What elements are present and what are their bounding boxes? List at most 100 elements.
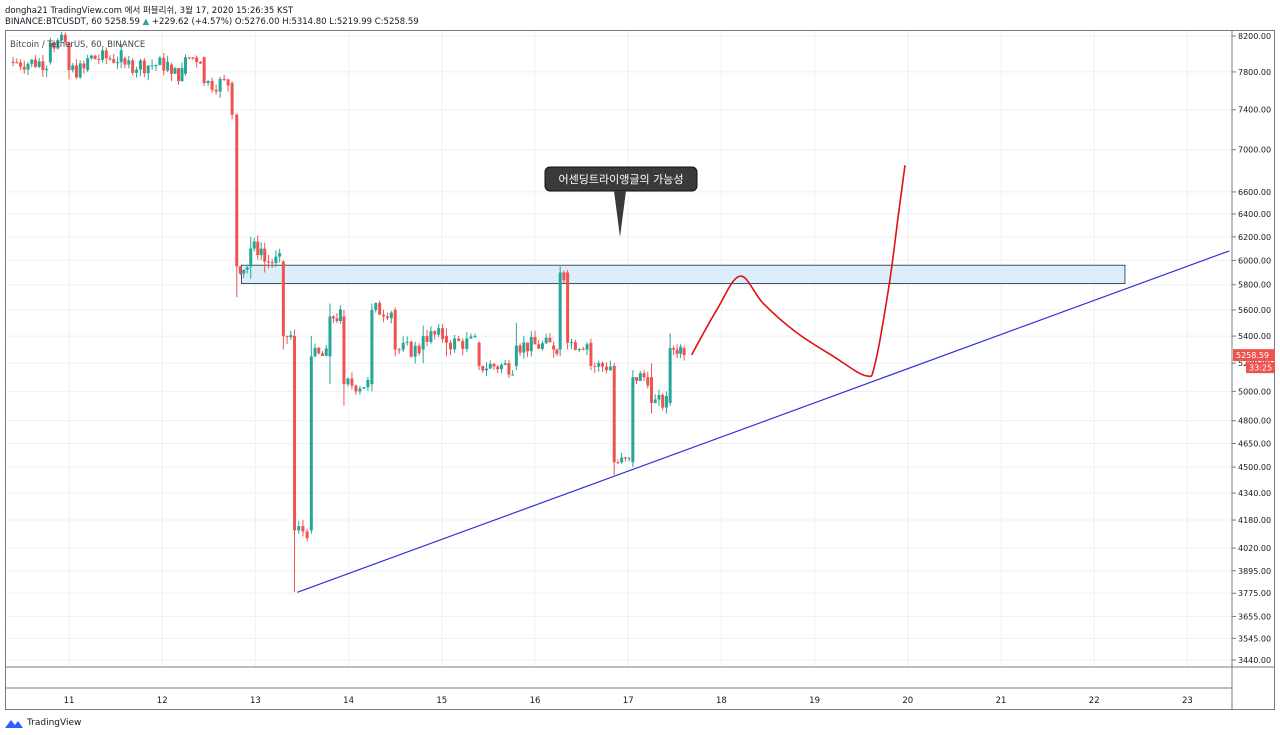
x-tick-label: 22 — [1089, 696, 1100, 706]
candle-body — [389, 312, 393, 319]
candle-body — [682, 348, 686, 356]
candle-body — [256, 241, 260, 256]
candle-body — [317, 347, 321, 354]
candle-body — [433, 331, 437, 335]
x-tick-label: 12 — [157, 696, 168, 706]
candle-body — [170, 64, 174, 74]
candle-body — [210, 80, 214, 90]
candle-body — [518, 345, 522, 353]
y-tick-label: 7800.00 — [1238, 68, 1271, 77]
candle-body — [104, 50, 108, 59]
candle-body — [679, 346, 683, 354]
y-tick-label: 6000.00 — [1238, 256, 1271, 265]
candle-body — [138, 60, 142, 70]
candle-body — [26, 63, 30, 70]
price-chart[interactable]: 어센딩트라이앵글의 가능성 8200.00 7800.00 7400.00 7000.… — [5, 30, 1275, 710]
candle-body — [374, 303, 378, 310]
candle-body — [249, 248, 253, 267]
low-value: L:5219.99 — [329, 17, 373, 27]
candle-body — [437, 328, 441, 335]
candle-body — [281, 261, 285, 337]
candles — [11, 31, 686, 593]
brand-name: TradingView — [27, 718, 82, 728]
candle-body — [293, 336, 297, 531]
open-value: O:5276.00 — [234, 17, 280, 27]
candle-body — [238, 266, 242, 274]
candle-body — [589, 342, 593, 366]
candle-body — [627, 457, 631, 459]
candle-body — [664, 395, 668, 408]
candle-body — [397, 349, 401, 351]
candle-body — [214, 89, 218, 92]
candle-body — [429, 331, 433, 342]
last-price: 5258.59 — [104, 17, 140, 27]
candle-body — [37, 61, 41, 67]
candle-body — [573, 342, 577, 350]
resistance-zone-box[interactable] — [241, 264, 1126, 284]
axes — [5, 30, 1275, 710]
resistance-zone[interactable] — [241, 264, 1126, 284]
candle-body — [631, 377, 635, 463]
candle-body — [675, 349, 679, 354]
candle-body — [354, 385, 358, 392]
candle-body — [198, 62, 202, 64]
candle-body — [499, 364, 503, 370]
candle-body — [22, 66, 26, 70]
y-tick-label: 7400.00 — [1238, 106, 1271, 115]
candle-body — [154, 65, 158, 67]
candle-body — [289, 335, 293, 338]
candle-body — [242, 269, 246, 274]
candle-body — [301, 526, 305, 532]
candle-body — [421, 336, 425, 350]
candle-body — [235, 114, 239, 267]
candle-body — [162, 57, 166, 71]
candle-body — [180, 68, 184, 82]
candle-body — [642, 373, 646, 378]
candle-body — [485, 368, 489, 371]
candle-body — [11, 61, 15, 63]
candle-body — [522, 342, 526, 353]
candle-body — [444, 336, 448, 343]
candle-body — [86, 58, 90, 71]
candle-body — [453, 338, 457, 350]
annotation-callout[interactable]: 어센딩트라이앵글의 가능성 — [544, 166, 698, 237]
candle-body — [604, 366, 608, 371]
x-tick-label: 14 — [343, 696, 354, 706]
x-tick-label: 20 — [902, 696, 913, 706]
chart-border — [5, 30, 1275, 710]
candle-body — [48, 43, 52, 63]
grid — [6, 31, 1232, 667]
candle-body — [252, 241, 256, 249]
candle-body — [457, 338, 461, 341]
candle-body — [597, 362, 601, 367]
candle-body — [668, 348, 672, 403]
y-tick-label: 4500.00 — [1238, 463, 1271, 472]
candle-body — [540, 343, 544, 349]
candle-body — [570, 342, 574, 344]
projection-drawing[interactable] — [690, 165, 906, 378]
ascending-trendline[interactable] — [297, 250, 1230, 593]
callout-tail — [614, 191, 626, 237]
candle-body — [562, 272, 566, 281]
callout-text: 어센딩트라이앵글의 가능성 — [559, 173, 684, 186]
candle-body — [672, 348, 676, 350]
candle-body — [131, 60, 135, 73]
candle-body — [191, 57, 195, 59]
candle-body — [15, 62, 19, 64]
candle-body — [218, 78, 222, 92]
x-tick-label: 13 — [250, 696, 261, 706]
projection-path[interactable] — [690, 165, 906, 378]
candle-body — [184, 57, 187, 74]
candle-body — [41, 61, 45, 71]
candle-body — [533, 336, 537, 345]
candle-body — [321, 353, 325, 356]
candle-body — [507, 363, 511, 375]
candle-body — [324, 348, 328, 356]
y-tick-label: 5000.00 — [1238, 387, 1271, 396]
candle-body — [338, 309, 342, 322]
trendline-segment[interactable] — [297, 250, 1230, 593]
candle-body — [601, 362, 605, 367]
candle-body — [366, 380, 370, 388]
candle-body — [469, 336, 473, 339]
y-tick-label: 6600.00 — [1238, 188, 1271, 197]
